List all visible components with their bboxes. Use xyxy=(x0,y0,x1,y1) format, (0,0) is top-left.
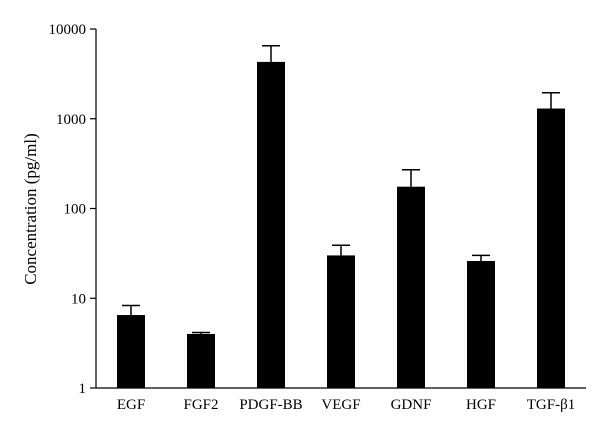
x-tick-label: PDGF-BB xyxy=(239,397,302,413)
x-tick-label: VEGF xyxy=(321,397,360,413)
bar xyxy=(257,61,285,388)
bar xyxy=(327,255,355,388)
bar xyxy=(397,186,425,388)
x-tick-label: HGF xyxy=(466,397,496,413)
bar xyxy=(537,108,565,388)
x-tick-label: GDNF xyxy=(391,397,432,413)
bar xyxy=(187,333,215,388)
y-tick-label: 10 xyxy=(71,291,86,307)
x-tick-label: TGF-β1 xyxy=(527,397,575,413)
plot-area: 1 10 100 1000 10000 EGF FGF2 PDGF-BB VEGF GDNF HGF… xyxy=(49,22,586,413)
bar xyxy=(467,261,495,388)
y-tick-label: 10000 xyxy=(49,22,87,38)
bar xyxy=(117,315,145,388)
x-tick-label: FGF2 xyxy=(183,397,218,413)
y-tick-label: 100 xyxy=(64,202,87,218)
y-tick-label: 1 xyxy=(79,381,87,397)
x-tick-label: EGF xyxy=(117,397,145,413)
y-tick-label: 1000 xyxy=(56,112,86,128)
y-axis-label: Concentration (pg/ml) xyxy=(21,133,40,285)
